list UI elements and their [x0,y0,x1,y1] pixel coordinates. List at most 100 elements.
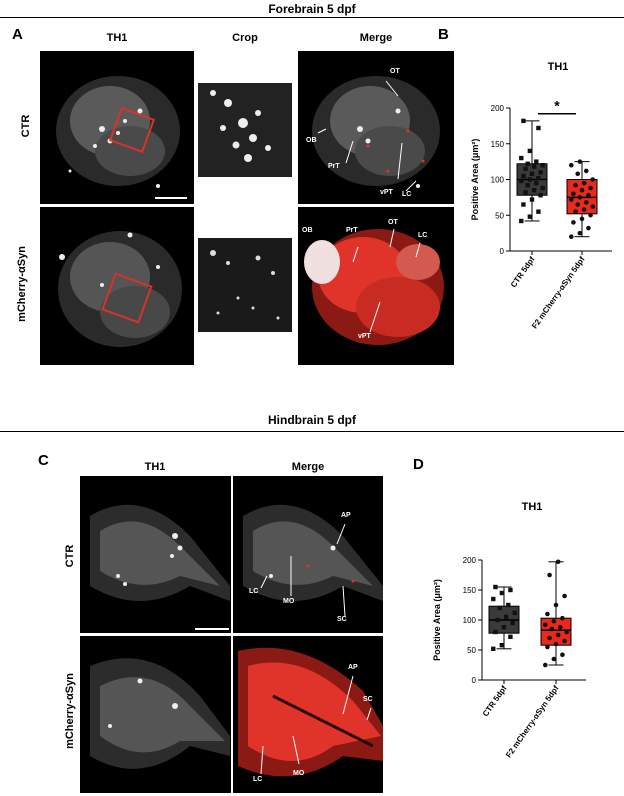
data-point [549,626,555,632]
data-point [510,620,515,626]
x-tick-label: CTR 5dpf [481,684,509,719]
col-head-crop: Crop [232,32,258,44]
y-tick-label: 100 [463,616,477,625]
label-mo: MO [283,598,295,605]
data-point [499,590,505,596]
data-point [542,622,548,628]
data-point [536,175,541,181]
label-ap: AP [348,664,358,671]
data-point [542,662,548,668]
data-point [560,652,565,658]
data-point [579,216,585,222]
data-point [573,182,578,188]
data-point [501,625,507,630]
data-point [497,605,502,611]
data-point [571,191,576,197]
y-axis-label: Positive Area (μm²) [432,579,442,661]
data-point [588,212,593,218]
data-point [583,200,589,205]
data-point [519,155,524,161]
chart-title: TH1 [548,61,569,73]
data-point [529,171,535,176]
data-point [562,593,567,599]
data-point [573,209,578,214]
data-point [503,614,509,620]
forebrain-divider [0,17,624,18]
data-point [590,204,596,209]
data-point [506,602,511,608]
micrograph-crop-syn [198,238,292,332]
y-tick-label: 0 [500,247,505,256]
row-label-ctr: CTR [20,114,32,138]
data-point [568,162,574,168]
panel-a-letter: A [12,26,23,43]
forebrain-title: Forebrain 5 dpf [268,2,356,16]
data-point [547,635,552,641]
data-point [521,173,526,179]
significance-marker: * [554,98,560,114]
y-tick-label: 100 [491,176,505,185]
data-point [523,166,528,171]
row-label-syn: mCherry-αSyn [64,673,76,749]
data-point [527,214,533,219]
data-point [491,646,496,651]
data-point [534,159,539,164]
label-ap: AP [341,512,351,519]
micrograph-th1-ctr [40,51,194,204]
data-point [586,225,591,231]
data-point [581,180,587,186]
chart-b: TH1 Positive Area (μm²) 0 50 100 150 200 CTR 5d… [470,61,612,331]
x-tick-label: F2 mCherry-αSyn 5dpf [504,684,561,760]
label-ot: OT [390,68,400,75]
data-point [560,615,565,621]
label-sc: SC [363,696,373,703]
panel-b-letter: B [438,26,449,43]
data-point [575,202,581,207]
data-point [536,125,541,131]
data-point [557,624,563,630]
micrograph-merge-ctr: OT OB PrT vPT LC [298,51,454,204]
data-point [538,193,543,198]
col-head-merge: Merge [359,32,393,44]
label-mo: MO [293,770,305,777]
data-point [531,188,537,193]
data-point [583,168,589,174]
data-point [568,234,574,239]
data-point [577,159,583,164]
panel-c-letter: C [38,452,49,469]
data-point [586,192,591,198]
y-tick-label: 200 [491,104,505,113]
label-lc: LC [249,588,259,595]
data-point [588,185,593,191]
data-point [491,596,496,602]
data-point [519,178,524,184]
data-point [562,638,567,644]
data-point [540,185,545,191]
data-point [531,164,537,169]
label-lc: LC [402,191,412,198]
data-point [564,629,570,635]
data-point [508,587,513,593]
label-prt: PrT [328,163,340,170]
label-vpt: vPT [358,333,371,340]
data-point [575,171,581,177]
y-tick-label: 200 [463,556,477,565]
data-point [499,643,505,648]
y-tick-label: 50 [495,211,504,220]
data-point [571,220,576,225]
micrograph-hind-merge-syn: AP SC LC MO [233,636,383,793]
label-lc: LC [418,232,428,239]
y-tick-label: 150 [491,140,505,149]
data-point [581,207,587,212]
x-tick-label: F2 mCherry-αSyn 5dpf [530,255,587,331]
scale-bar [195,628,229,630]
data-point [553,602,559,608]
chart-title: TH1 [522,501,543,513]
data-point [577,230,583,236]
col-head-merge: Merge [291,461,325,473]
data-point [568,197,574,202]
data-point [527,148,533,154]
hindbrain-title: Hindbrain 5 dpf [268,413,356,427]
y-tick-label: 0 [472,676,477,685]
data-point [525,161,530,166]
